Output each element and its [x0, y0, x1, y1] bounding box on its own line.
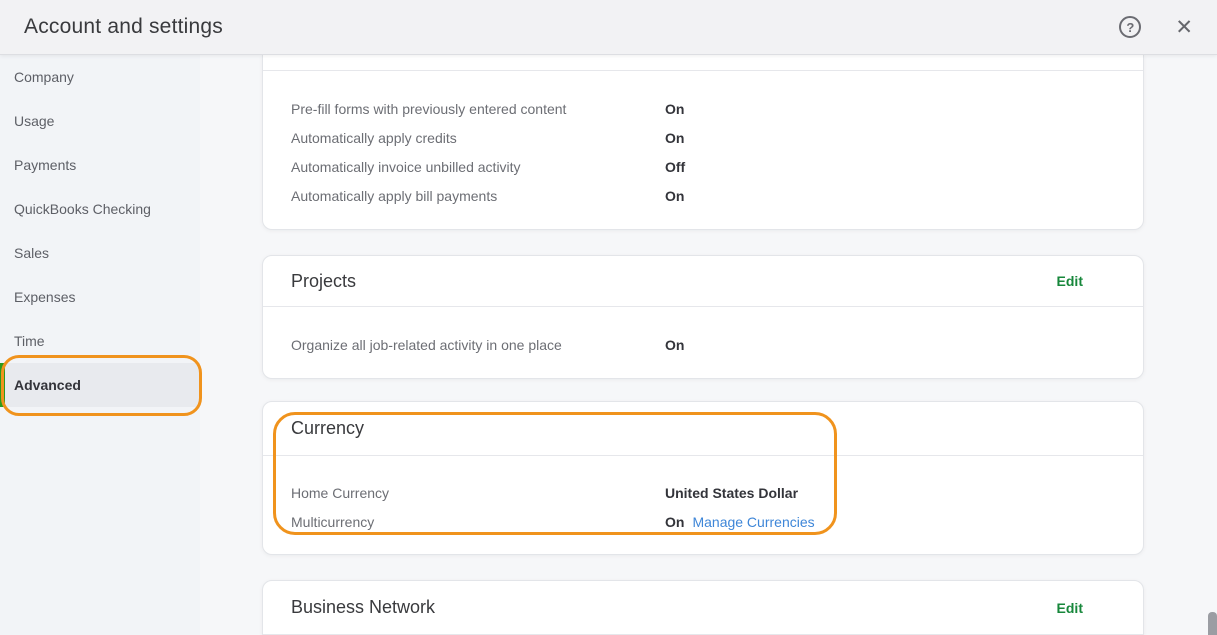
sidebar-item-time[interactable]: Time — [0, 319, 200, 363]
business-network-edit-button[interactable]: Edit — [1056, 599, 1083, 616]
settings-content: Pre-fill forms with previously entered c… — [200, 55, 1217, 635]
sidebar-item-company[interactable]: Company — [0, 55, 200, 99]
setting-value: On — [665, 100, 685, 117]
setting-value: On — [665, 336, 685, 353]
setting-value: On — [665, 513, 685, 530]
setting-row-multicurrency: Multicurrency On Manage Currencies — [263, 507, 1143, 536]
projects-card-header: Projects Edit — [263, 256, 1143, 307]
setting-value: Off — [665, 158, 686, 175]
setting-label: Multicurrency — [291, 513, 375, 530]
projects-edit-button[interactable]: Edit — [1056, 273, 1083, 289]
business-network-card-header: Business Network Edit — [263, 581, 1143, 635]
setting-label: Automatically apply bill payments — [291, 187, 498, 204]
currency-card: Currency Home Currency United States Dol… — [262, 401, 1144, 555]
card-gap — [262, 379, 1217, 401]
help-icon: ? — [1126, 19, 1135, 35]
sidebar-item-advanced[interactable]: Advanced — [0, 363, 200, 407]
setting-label: Automatically apply credits — [291, 129, 457, 146]
sidebar-item-sales[interactable]: Sales — [0, 231, 200, 275]
card-title: Projects — [291, 270, 357, 291]
nav-label: Advanced — [14, 377, 81, 393]
nav-label: Payments — [14, 157, 77, 173]
projects-card-body: Organize all job-related activity in one… — [263, 307, 1143, 378]
sidebar-item-payments[interactable]: Payments — [0, 143, 200, 187]
manage-currencies-link[interactable]: Manage Currencies — [692, 513, 815, 530]
setting-label: Organize all job-related activity in one… — [291, 336, 562, 353]
setting-value: On — [665, 187, 685, 204]
nav-label: Usage — [14, 113, 55, 129]
nav-label: QuickBooks Checking — [14, 201, 151, 217]
dialog-body: Company Usage Payments QuickBooks Checki… — [0, 55, 1217, 635]
page-title: Account and settings — [24, 15, 223, 38]
setting-row-bill-payments: Automatically apply bill payments On — [263, 181, 1143, 210]
automation-card-body: Pre-fill forms with previously entered c… — [263, 71, 1143, 229]
sidebar-item-quickbooks-checking[interactable]: QuickBooks Checking — [0, 187, 200, 231]
header-actions: ? ✕ — [1119, 16, 1201, 38]
nav-label: Time — [14, 333, 45, 349]
setting-value: On — [665, 129, 685, 146]
vertical-scrollbar-thumb[interactable] — [1208, 612, 1217, 635]
setting-row-prefill-forms: Pre-fill forms with previously entered c… — [263, 94, 1143, 123]
setting-row-home-currency: Home Currency United States Dollar — [263, 478, 1143, 507]
card-gap — [262, 555, 1217, 580]
settings-nav: Company Usage Payments QuickBooks Checki… — [0, 55, 200, 635]
sidebar-item-usage[interactable]: Usage — [0, 99, 200, 143]
nav-label: Company — [14, 69, 74, 85]
projects-card: Projects Edit Organize all job-related a… — [262, 255, 1144, 379]
setting-label: Pre-fill forms with previously entered c… — [291, 100, 567, 117]
setting-row-apply-credits: Automatically apply credits On — [263, 123, 1143, 152]
card-header-stub — [263, 55, 1143, 71]
currency-card-header: Currency — [263, 402, 1143, 456]
nav-label: Expenses — [14, 289, 76, 305]
setting-row-organize-projects: Organize all job-related activity in one… — [263, 330, 1143, 359]
automation-card: Pre-fill forms with previously entered c… — [262, 55, 1144, 230]
card-gap — [262, 230, 1217, 255]
card-title: Currency — [291, 418, 365, 438]
setting-label: Home Currency — [291, 484, 390, 501]
card-title: Business Network — [291, 597, 436, 617]
currency-card-body: Home Currency United States Dollar Multi… — [263, 456, 1143, 554]
sidebar-item-expenses[interactable]: Expenses — [0, 275, 200, 319]
help-button[interactable]: ? — [1119, 16, 1142, 38]
nav-label: Sales — [14, 245, 50, 261]
setting-value: United States Dollar — [665, 484, 799, 501]
selected-indicator — [0, 363, 5, 407]
dialog-header: Account and settings ? ✕ — [0, 0, 1217, 55]
business-network-card: Business Network Edit — [262, 580, 1144, 635]
setting-label: Automatically invoice unbilled activity — [291, 158, 521, 175]
close-icon: ✕ — [1175, 15, 1193, 39]
setting-row-invoice-unbilled: Automatically invoice unbilled activity … — [263, 152, 1143, 181]
close-button[interactable]: ✕ — [1175, 17, 1193, 38]
